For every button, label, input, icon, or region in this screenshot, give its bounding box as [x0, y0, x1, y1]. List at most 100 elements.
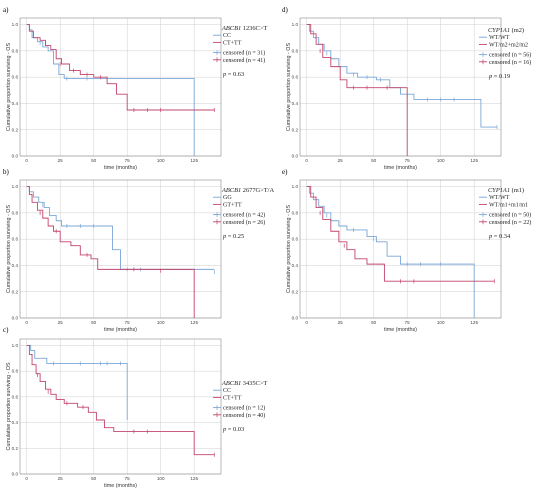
x-tick-label: 100 [157, 476, 165, 481]
p-value: p = 0.34 [488, 233, 511, 240]
y-tick-label: 1.0 [292, 22, 299, 27]
p-value: p = 0.25 [222, 233, 244, 240]
y-tick-label: 0.6 [12, 75, 19, 80]
y-tick-label: 1.0 [292, 184, 299, 189]
legend-title: ABCB1 2677G>T/A [221, 187, 274, 194]
y-tick-label: 0.8 [12, 48, 19, 53]
x-tick-label: 25 [58, 158, 64, 163]
x-tick-label: 50 [371, 320, 377, 325]
y-tick-label: 0.4 [12, 263, 19, 268]
x-tick-label: 100 [157, 158, 165, 163]
series-line-blue [26, 344, 128, 420]
legend-item: censored (n = 26) [223, 219, 265, 226]
plot-frame [299, 17, 502, 157]
x-tick-label: 25 [58, 476, 64, 481]
x-tick-label: 125 [470, 158, 478, 163]
legend-item: WT/m2+m2/m2 [489, 42, 528, 48]
chart-panel-5: e) 0.0 0.2 0.4 0.6 0.8 1.0 0 25 50 75 100 125 time (m… [282, 168, 531, 333]
y-tick-label: 0.4 [12, 420, 19, 425]
x-tick-label: 0 [305, 158, 308, 163]
legend-item: WT/WT [489, 35, 510, 41]
legend-item: censored (n = 41) [223, 57, 265, 64]
legend-item: CT+TT [223, 395, 242, 401]
legend-item: censored (n = 56) [489, 52, 531, 59]
panel-label: d) [282, 6, 289, 14]
series-line-red [306, 186, 495, 282]
y-tick-label: 0.2 [292, 289, 299, 294]
y-tick-label: 0.8 [292, 210, 299, 215]
series-line-blue [26, 186, 215, 270]
x-tick-label: 75 [125, 320, 131, 325]
panel-label: b) [3, 168, 10, 176]
x-tick-label: 0 [25, 320, 28, 325]
y-tick-label: 0.4 [292, 101, 299, 106]
x-axis-title: time (months) [384, 327, 417, 333]
plot-frame [19, 17, 222, 157]
y-tick-label: 1.0 [12, 343, 19, 348]
y-axis-title: Cumulative proportion surviving - OS [6, 205, 12, 293]
legend-item: CT+TT [223, 40, 242, 46]
x-tick-label: 125 [190, 158, 198, 163]
series-line-red [26, 24, 215, 111]
y-tick-label: 0.6 [12, 394, 19, 399]
legend-title: ABCB1 1236C>T [221, 25, 267, 32]
legend-title: CYP1A1 (m2) [488, 27, 524, 34]
x-axis-title: time (months) [384, 165, 417, 171]
x-axis-title: time (months) [104, 327, 137, 333]
y-tick-label: 0.6 [292, 237, 299, 242]
series-line-blue [26, 24, 195, 156]
y-tick-label: 1.0 [12, 22, 19, 27]
panel-label: a) [3, 6, 9, 14]
y-tick-label: 0.4 [292, 263, 299, 268]
y-tick-label: 0.4 [12, 101, 19, 106]
legend-item: censored (n = 40) [223, 412, 265, 419]
y-tick-label: 0.2 [12, 289, 19, 294]
legend-item: CC [223, 388, 231, 394]
y-tick-label: 0.2 [12, 127, 19, 132]
y-tick-label: 0.0 [292, 154, 299, 159]
x-tick-label: 50 [91, 158, 97, 163]
x-tick-label: 75 [125, 158, 131, 163]
x-tick-label: 125 [190, 320, 198, 325]
plot-frame [299, 179, 502, 319]
x-tick-label: 25 [338, 158, 344, 163]
x-tick-label: 50 [91, 476, 97, 481]
y-tick-label: 0.2 [292, 127, 299, 132]
legend-title: CYP1A1 (m1) [488, 187, 524, 194]
x-tick-label: 50 [371, 158, 377, 163]
p-value: p = 0.63 [222, 71, 244, 78]
y-tick-label: 0.0 [12, 154, 19, 159]
y-tick-label: 0.8 [12, 210, 19, 215]
legend-item: censored (n = 31) [223, 50, 265, 57]
series-line-red [306, 24, 408, 156]
y-tick-label: 0.8 [12, 369, 19, 374]
legend-item: censored (n = 42) [223, 212, 265, 219]
x-tick-label: 100 [437, 320, 445, 325]
legend-title: ABCB1 3435C>T [221, 380, 267, 387]
x-tick-label: 125 [470, 320, 478, 325]
x-tick-label: 0 [305, 320, 308, 325]
x-axis-title: time (months) [104, 483, 137, 489]
panel-label: e) [282, 168, 288, 176]
x-tick-label: 25 [338, 320, 344, 325]
legend-item: censored (n = 12) [223, 405, 265, 412]
y-axis-title: Cumulative proportion surviving - OS [286, 43, 292, 131]
p-value: p = 0.19 [488, 73, 510, 80]
legend-item: GT+TT [223, 202, 242, 208]
y-tick-label: 1.0 [12, 184, 19, 189]
x-tick-label: 100 [157, 320, 165, 325]
x-axis-title: time (months) [104, 165, 137, 171]
legend-item: WT/m1+m1/m1 [489, 202, 528, 208]
series-line-red [26, 344, 215, 456]
y-axis-title: Cumulative proportion surviving - OS [6, 43, 12, 131]
legend-item: censored (n = 16) [489, 59, 531, 66]
y-tick-label: 0.8 [292, 48, 299, 53]
plot-frame [19, 179, 222, 319]
chart-panel-4: d) 0.0 0.2 0.4 0.6 0.8 1.0 0 25 50 75 100 125 time (m… [282, 6, 531, 171]
y-tick-label: 0.2 [12, 446, 19, 451]
y-axis-title: Cumulative proportion surviving - OS [286, 205, 292, 293]
